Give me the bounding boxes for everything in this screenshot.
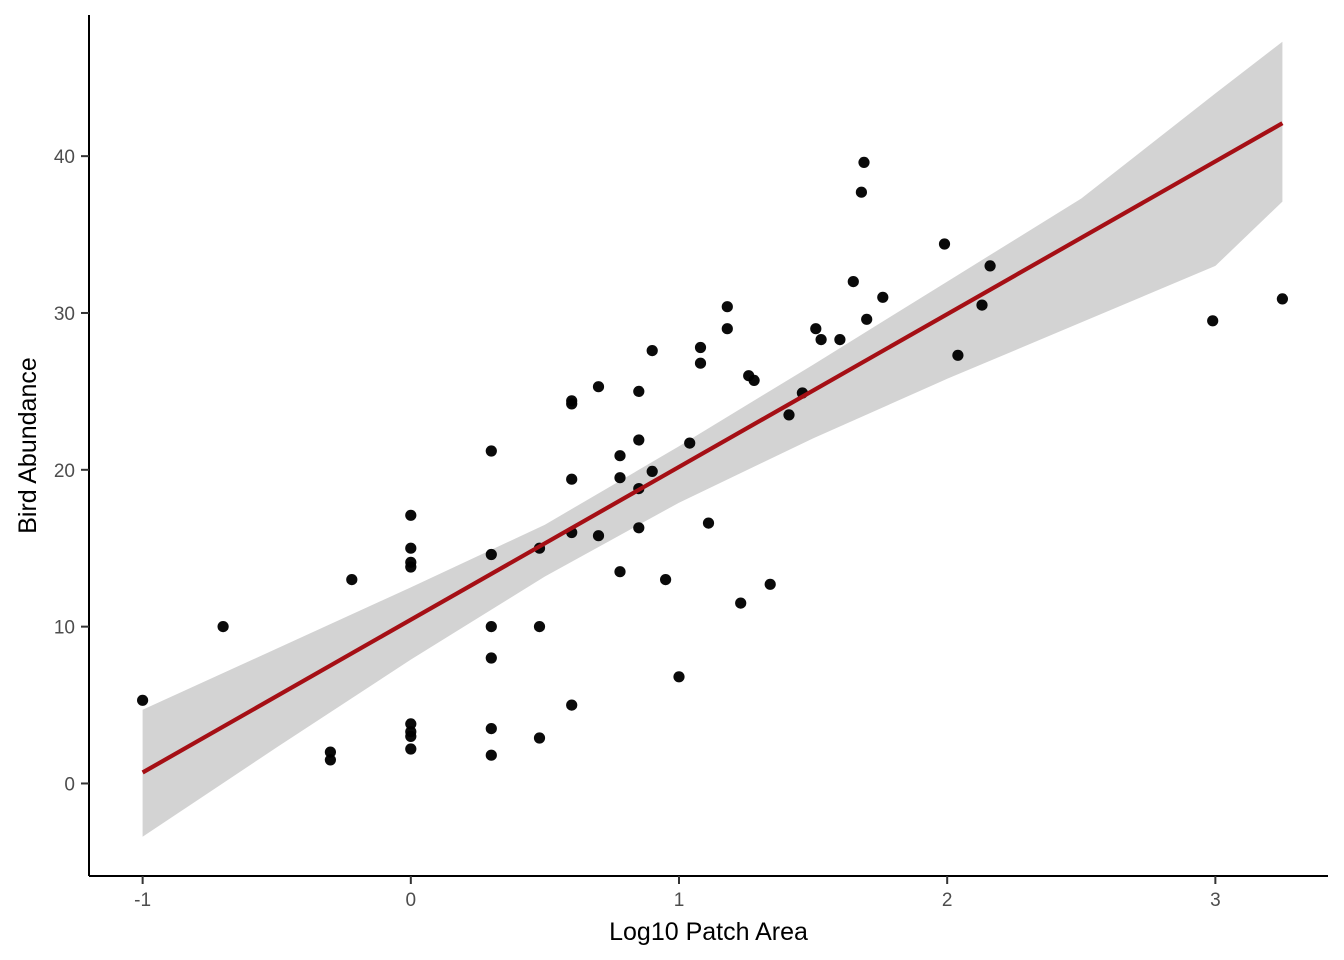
data-point-44 xyxy=(721,301,733,313)
data-point-12 xyxy=(405,743,417,755)
data-point-3 xyxy=(324,754,336,766)
data-point-5 xyxy=(405,509,417,521)
data-point-4 xyxy=(346,574,358,586)
data-point-36 xyxy=(646,345,658,357)
data-point-28 xyxy=(592,530,605,542)
data-point-41 xyxy=(694,341,707,354)
data-point-16 xyxy=(485,652,497,664)
data-point-62 xyxy=(976,299,988,311)
data-point-20 xyxy=(533,621,546,633)
data-point-59 xyxy=(877,291,889,303)
fit-line-layer xyxy=(141,121,1284,775)
data-point-9 xyxy=(405,718,417,730)
data-point-32 xyxy=(633,385,645,397)
data-point-31 xyxy=(614,566,626,578)
data-point-37 xyxy=(646,465,658,477)
x-tick-label: 2 xyxy=(942,890,953,911)
data-point-43 xyxy=(702,517,715,529)
data-point-58 xyxy=(861,313,873,325)
data-point-2 xyxy=(324,746,336,758)
y-tick-label: 20 xyxy=(54,461,75,482)
data-point-6 xyxy=(405,542,417,554)
data-point-53 xyxy=(815,334,827,346)
data-point-15 xyxy=(485,621,497,633)
y-tick-label: 30 xyxy=(54,304,75,325)
data-point-33 xyxy=(633,434,645,446)
data-point-24 xyxy=(566,473,578,485)
data-point-8 xyxy=(405,561,417,573)
x-axis-title: Log10 Patch Area xyxy=(609,918,808,946)
data-point-50 xyxy=(783,409,795,421)
data-point-35 xyxy=(633,522,645,534)
confidence-band-layer xyxy=(142,41,1283,837)
data-point-21 xyxy=(533,732,546,744)
y-tick-label: 40 xyxy=(54,147,75,168)
points-layer xyxy=(137,156,1288,766)
data-point-27 xyxy=(592,381,605,393)
data-point-45 xyxy=(721,323,733,335)
data-point-39 xyxy=(673,671,685,683)
data-point-29 xyxy=(614,450,626,462)
regression-line xyxy=(141,121,1284,775)
data-point-30 xyxy=(614,472,626,484)
data-point-46 xyxy=(735,597,747,609)
y-axis-title: Bird Abundance xyxy=(14,357,42,534)
x-tick-label: 0 xyxy=(406,890,417,911)
data-point-1 xyxy=(217,621,229,633)
data-point-26 xyxy=(566,699,578,711)
data-point-60 xyxy=(938,238,951,250)
data-point-57 xyxy=(858,156,870,168)
data-point-54 xyxy=(834,334,846,346)
y-tick-label: 10 xyxy=(54,618,75,639)
data-point-14 xyxy=(485,548,497,561)
x-tick-label: 3 xyxy=(1210,890,1221,911)
data-point-18 xyxy=(485,749,497,761)
data-point-56 xyxy=(855,186,868,198)
data-point-17 xyxy=(485,723,497,735)
data-point-64 xyxy=(1207,315,1219,327)
data-point-40 xyxy=(684,437,696,449)
data-point-49 xyxy=(764,578,776,590)
data-point-65 xyxy=(1276,293,1288,305)
data-point-0 xyxy=(137,694,149,706)
y-tick-label: 0 xyxy=(64,774,75,795)
x-tick-label: -1 xyxy=(134,890,151,911)
axes-layer xyxy=(88,15,1328,877)
confidence-band xyxy=(142,41,1283,837)
data-point-52 xyxy=(810,323,822,335)
data-point-48 xyxy=(748,374,760,386)
data-point-11 xyxy=(405,730,417,743)
data-point-55 xyxy=(847,276,859,288)
data-point-61 xyxy=(952,349,964,361)
data-point-23 xyxy=(566,398,578,410)
data-point-42 xyxy=(694,357,707,369)
data-point-13 xyxy=(485,445,497,457)
data-point-63 xyxy=(984,260,996,272)
data-point-38 xyxy=(660,574,672,586)
x-tick-label: 1 xyxy=(674,890,685,911)
